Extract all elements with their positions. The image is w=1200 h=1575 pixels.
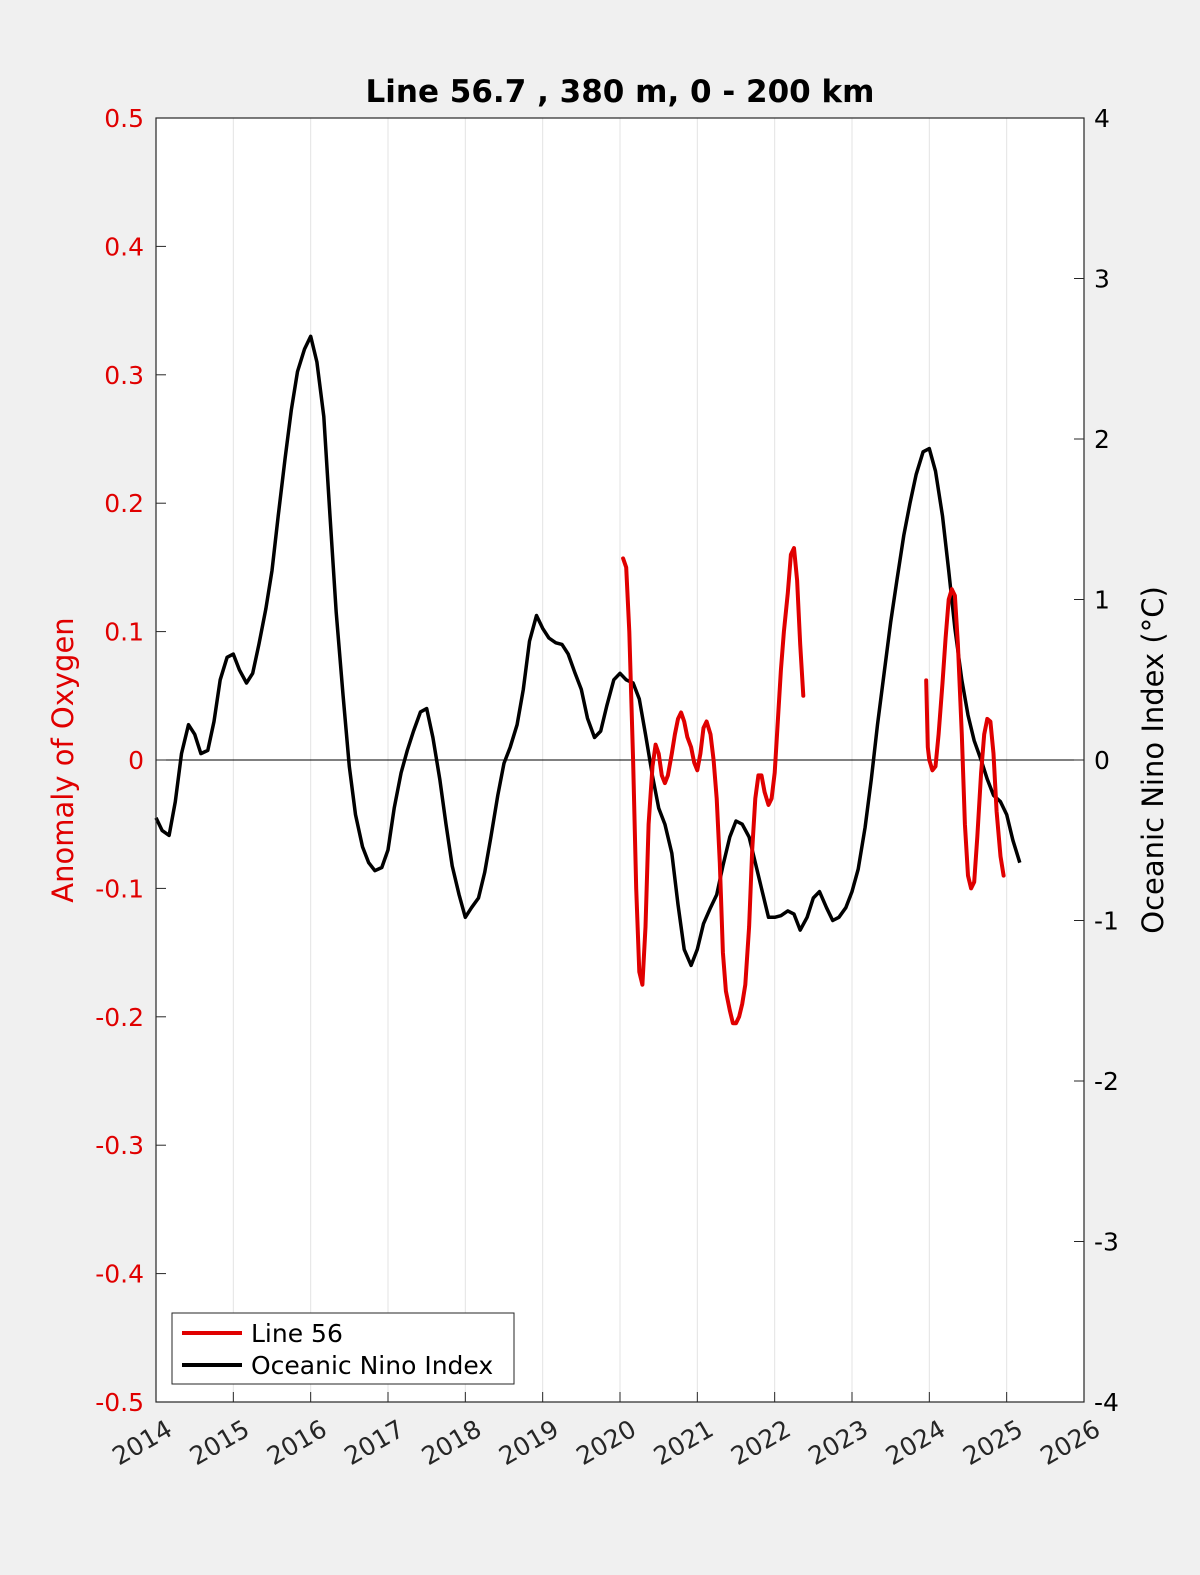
y-right-tick-label: 1	[1094, 586, 1110, 615]
y-right-tick-label: 0	[1094, 746, 1110, 775]
y-left-tick-label: 0.1	[104, 618, 144, 647]
y-left-tick-label: 0.4	[104, 232, 144, 261]
y-left-tick-label: -0.4	[95, 1260, 144, 1289]
y-left-tick-label: -0.5	[95, 1388, 144, 1417]
y-right-tick-label: -4	[1094, 1388, 1119, 1417]
series-line-oceanic-nino-index	[154, 334, 1022, 968]
y-left-tick-label: 0	[128, 746, 144, 775]
y-left-tick-label: 0.5	[104, 104, 144, 133]
legend-box	[171, 1312, 515, 1385]
y-axis-right-label: Oceanic Nino Index (°C)	[1136, 586, 1170, 934]
y-right-tick-label: -2	[1094, 1067, 1119, 1096]
chart-title: Line 56.7 , 380 m, 0 - 200 km	[366, 74, 875, 110]
y-left-tick-label: -0.2	[95, 1003, 144, 1032]
y-left-tick-label: -0.1	[95, 874, 144, 903]
y-left-tick-label: 0.3	[104, 361, 144, 390]
series-line-line56-segment-1	[621, 546, 806, 1026]
series-line-line56-segment-2	[924, 587, 1006, 891]
legend-label-line56: Line 56	[251, 1319, 343, 1348]
y-axis-left-label: Anomaly of Oxygen	[46, 617, 80, 902]
y-right-tick-label: 2	[1094, 425, 1110, 454]
y-right-tick-label: -3	[1094, 1228, 1119, 1257]
y-right-tick-label: 4	[1094, 104, 1110, 133]
tick-marks	[155, 117, 1085, 1403]
y-left-tick-label: 0.2	[104, 489, 144, 518]
y-right-tick-label: -1	[1094, 907, 1119, 936]
series-layer	[154, 334, 1022, 1026]
y-right-tick-label: 3	[1094, 265, 1110, 294]
y-left-tick-label: -0.3	[95, 1131, 144, 1160]
legend-label-oni: Oceanic Nino Index	[251, 1351, 493, 1380]
legend: Line 56 Oceanic Nino Index	[171, 1312, 515, 1385]
